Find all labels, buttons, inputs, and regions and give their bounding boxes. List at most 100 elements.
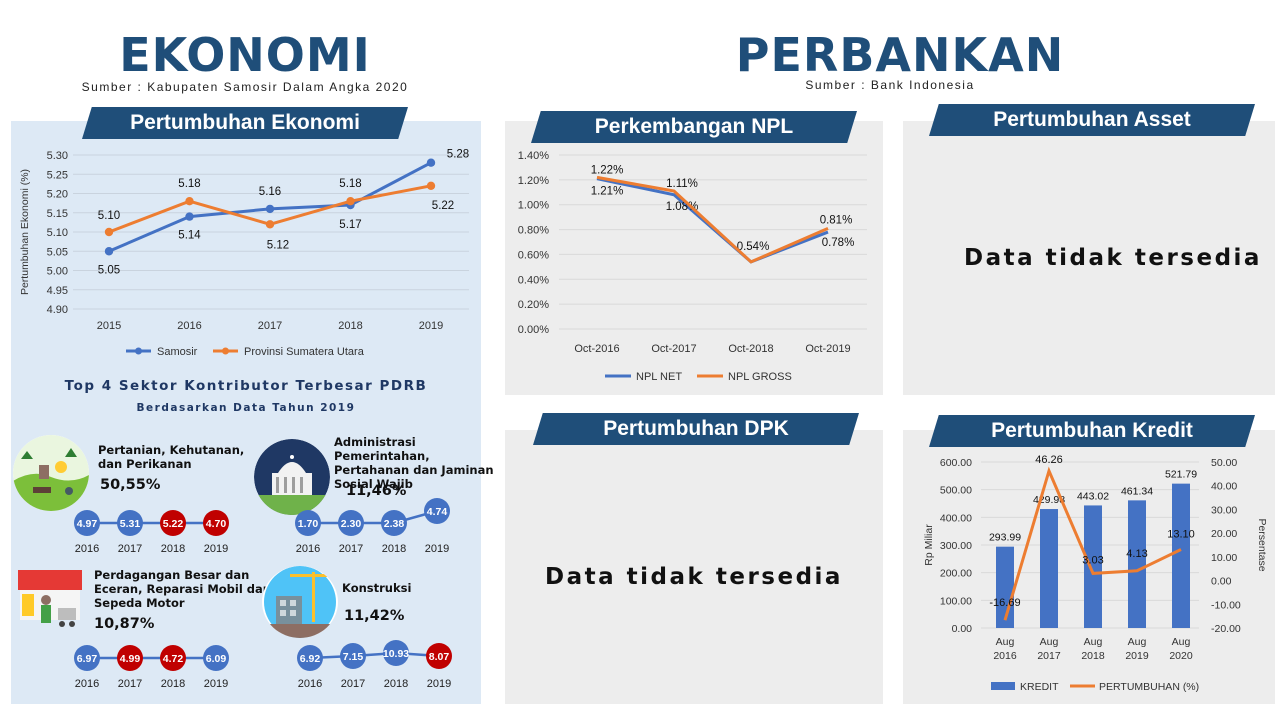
sector-value-label: 4.97 xyxy=(77,518,98,530)
sector-year-label: 2018 xyxy=(384,678,408,690)
legend-label: PERTUMBUHAN (%) xyxy=(1099,681,1199,693)
sector-growth-rows: 4.97 2016 5.31 2017 5.22 2018 4.70 2019 1.70 2016… xyxy=(74,498,452,690)
banner-npl: Perkembangan NPL xyxy=(531,111,857,143)
series-line-npl-net xyxy=(596,177,829,264)
sector-value-dot xyxy=(203,510,229,536)
sector-year-label: 2017 xyxy=(341,678,365,690)
sector-value-dot xyxy=(117,510,143,536)
data-label: 5.14 xyxy=(178,230,201,242)
pertumbuhan-line xyxy=(1003,466,1182,621)
y-tick-label: 5.00 xyxy=(47,266,68,278)
government-building-icon xyxy=(254,439,330,515)
y2-tick-label: 20.00 xyxy=(1211,528,1237,540)
banner-dpk: Pertumbuhan DPK xyxy=(533,413,859,445)
x-tick-label: Aug xyxy=(996,636,1015,648)
data-point xyxy=(104,247,114,256)
sector-value-dot xyxy=(160,510,186,536)
sector-value-label: 1.70 xyxy=(298,518,319,530)
x-tick-label: 2019 xyxy=(419,320,443,332)
agriculture-icon xyxy=(13,435,89,511)
sector-value-dot xyxy=(117,645,143,671)
x-tick-label: 2016 xyxy=(177,320,201,332)
line-data-label: 4.13 xyxy=(1126,548,1147,560)
sector-year-label: 2016 xyxy=(75,543,99,555)
y2-tick-label: -10.00 xyxy=(1211,599,1241,611)
line-data-label: -16.69 xyxy=(989,597,1020,609)
kredit-bar xyxy=(1084,505,1102,628)
y-tick-label: 5.30 xyxy=(47,150,68,162)
asset-panel xyxy=(903,121,1275,395)
sector-3-share: 10,87% xyxy=(94,616,155,632)
sector-year-label: 2017 xyxy=(118,678,142,690)
y-tick-label: 0.00% xyxy=(518,324,549,336)
sector-value-dot xyxy=(297,645,323,671)
sector-value-label: 6.09 xyxy=(206,653,227,665)
data-label: 5.18 xyxy=(178,178,200,190)
legend-label: NPL GROSS xyxy=(728,371,792,383)
sector-year-label: 2016 xyxy=(296,543,320,555)
kredit-bar xyxy=(1172,483,1190,628)
sector-value-dot xyxy=(426,643,452,669)
sector-year-label: 2018 xyxy=(382,543,406,555)
sector-value-label: 7.15 xyxy=(343,651,364,663)
x-tick-label: 2017 xyxy=(1037,650,1061,662)
perbankan-title: PERBANKAN xyxy=(735,28,1065,82)
x-tick-label: Oct-2017 xyxy=(651,343,696,355)
y-tick-label: 600.00 xyxy=(940,457,972,469)
y2-tick-label: 40.00 xyxy=(1211,481,1237,493)
data-label: 0.81% xyxy=(820,214,853,226)
sector-value-label: 2.38 xyxy=(384,518,405,530)
y-axis-label: Rp Miliar xyxy=(923,524,935,566)
data-label: 0.78% xyxy=(822,237,855,249)
sector-1-share: 50,55% xyxy=(100,477,161,493)
sector-value-dot xyxy=(295,510,321,536)
x-tick-label: 2017 xyxy=(258,320,282,332)
sector-value-label: 2.30 xyxy=(341,518,362,530)
dpk-no-data: Data tidak tersedia xyxy=(545,564,843,590)
sector-year-label: 2017 xyxy=(118,543,142,555)
y-tick-label: 0.20% xyxy=(518,299,549,311)
data-point xyxy=(426,181,436,190)
sector-value-dot xyxy=(383,640,409,666)
banner-pertumbuhan-ekonomi: Pertumbuhan Ekonomi xyxy=(82,107,408,139)
asset-no-data: Data tidak tersedia xyxy=(964,245,1262,271)
legend-label: Provinsi Sumatera Utara xyxy=(244,346,365,358)
y-tick-label: 5.10 xyxy=(47,227,68,239)
data-label: 1.22% xyxy=(591,164,624,176)
y-tick-label: 500.00 xyxy=(940,485,972,497)
y-tick-label: 5.20 xyxy=(47,189,68,201)
sector-year-label: 2019 xyxy=(204,678,228,690)
x-tick-label: Aug xyxy=(1040,636,1059,648)
data-label: 5.22 xyxy=(432,200,454,212)
y2-tick-label: 30.00 xyxy=(1211,504,1237,516)
legend-label: Samosir xyxy=(157,346,198,358)
npl-panel xyxy=(505,121,883,395)
sector-year-label: 2019 xyxy=(427,678,451,690)
sector-2-share: 11,46% xyxy=(346,483,407,499)
y-tick-label: 1.20% xyxy=(518,175,549,187)
shopping-trade-icon xyxy=(12,568,88,632)
sector-year-label: 2018 xyxy=(161,678,185,690)
sector-4-share: 11,42% xyxy=(344,608,405,624)
y-tick-label: 5.25 xyxy=(47,169,68,181)
x-tick-label: 2020 xyxy=(1169,650,1193,662)
sector-value-dot xyxy=(340,643,366,669)
ekonomi-source: Sumber : Kabupaten Samosir Dalam Angka 2… xyxy=(81,80,409,94)
banner-asset: Pertumbuhan Asset xyxy=(929,104,1255,136)
perbankan-source: Sumber : Bank Indonesia xyxy=(805,78,975,92)
sector-year-label: 2018 xyxy=(161,543,185,555)
x-tick-label: Oct-2016 xyxy=(574,343,619,355)
bar-data-label: 293.99 xyxy=(989,532,1021,544)
sector-value-dot xyxy=(160,645,186,671)
data-label: 5.05 xyxy=(98,264,120,276)
y2-tick-label: 50.00 xyxy=(1211,457,1237,469)
sector-trend-line xyxy=(309,651,440,660)
y-tick-label: 100.00 xyxy=(940,595,972,607)
y-tick-label: 1.00% xyxy=(518,200,549,212)
kredit-bar xyxy=(1040,509,1058,628)
sector-value-label: 6.92 xyxy=(300,653,321,665)
sector-value-dot xyxy=(74,510,100,536)
y-tick-label: 5.05 xyxy=(47,246,68,258)
y-tick-label: 400.00 xyxy=(940,512,972,524)
kredit-chart: 0.00 100.00 200.00 300.00 400.00 500.00 600.00… xyxy=(923,454,1268,693)
